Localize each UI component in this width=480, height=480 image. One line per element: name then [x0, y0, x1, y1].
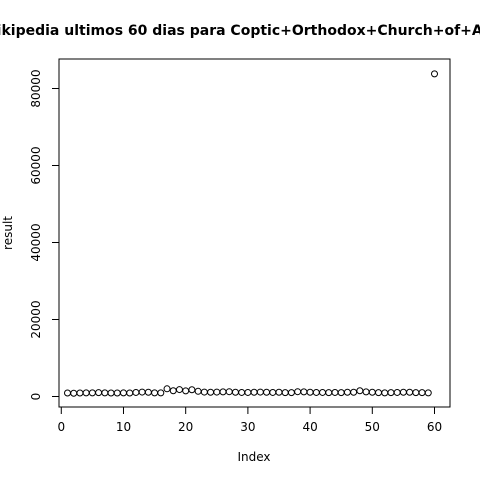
- y-axis-label: result: [1, 216, 15, 250]
- data-point: [157, 389, 165, 397]
- y-tick-label: 0: [29, 393, 43, 401]
- data-point: [431, 70, 438, 78]
- data-point: [76, 389, 84, 397]
- x-tick-label: 50: [365, 420, 380, 434]
- data-point: [375, 389, 383, 397]
- data-point: [275, 388, 283, 396]
- data-point: [381, 389, 389, 397]
- data-point: [263, 388, 271, 396]
- data-point: [256, 388, 264, 396]
- data-points: [64, 70, 438, 397]
- data-point: [132, 388, 140, 396]
- chart-title: Visitas Wikipedia ultimos 60 dias para C…: [0, 23, 480, 39]
- data-point: [337, 389, 345, 397]
- data-point: [126, 389, 134, 397]
- data-point: [169, 387, 177, 395]
- data-point: [194, 387, 202, 395]
- data-point: [362, 388, 370, 396]
- data-point: [356, 387, 364, 395]
- data-point: [225, 388, 233, 396]
- data-point: [213, 388, 221, 396]
- data-point: [300, 388, 308, 396]
- y-tick-label: 60000: [29, 146, 43, 184]
- data-point: [231, 388, 239, 396]
- data-point: [350, 388, 358, 396]
- data-point: [325, 389, 333, 397]
- data-point: [343, 388, 351, 396]
- data-point: [424, 389, 432, 397]
- data-point: [399, 388, 407, 396]
- data-point: [113, 389, 121, 397]
- data-point: [207, 388, 215, 396]
- y-axis: 0 20000 40000 60000 80000: [29, 69, 60, 401]
- x-axis: 0 10 20 30 40 50 60: [57, 406, 442, 434]
- x-tick-label: 60: [427, 420, 442, 434]
- y-tick-label: 80000: [29, 69, 43, 107]
- data-point: [64, 389, 71, 397]
- plot-frame: [58, 58, 451, 408]
- data-point: [319, 388, 327, 396]
- data-point: [138, 388, 146, 396]
- data-point: [70, 389, 78, 397]
- data-point: [88, 389, 96, 397]
- x-tick-label: 30: [240, 420, 255, 434]
- data-point: [393, 388, 401, 396]
- y-tick-label: 20000: [29, 300, 43, 338]
- y-tick-label: 40000: [29, 223, 43, 261]
- data-point: [312, 388, 320, 396]
- data-point: [175, 386, 183, 394]
- data-point: [412, 389, 420, 397]
- data-point: [119, 389, 127, 397]
- data-point: [151, 389, 159, 397]
- data-point: [269, 388, 277, 396]
- data-point: [238, 388, 246, 396]
- data-point: [418, 389, 426, 397]
- data-point: [144, 388, 152, 396]
- data-point: [107, 389, 115, 397]
- data-point: [306, 388, 314, 396]
- data-point: [182, 387, 190, 395]
- data-point: [368, 388, 376, 396]
- x-tick-label: 40: [302, 420, 317, 434]
- data-point: [331, 388, 339, 396]
- x-tick-label: 0: [57, 420, 65, 434]
- data-point: [219, 388, 227, 396]
- data-point: [294, 388, 302, 396]
- data-point: [95, 389, 103, 397]
- data-point: [101, 389, 109, 397]
- data-point: [244, 388, 252, 396]
- data-point: [387, 389, 395, 397]
- data-point: [200, 388, 208, 396]
- data-point: [163, 385, 171, 393]
- x-axis-label: Index: [237, 450, 270, 464]
- data-point: [188, 386, 196, 394]
- data-point: [287, 389, 295, 397]
- data-point: [406, 388, 414, 396]
- data-point: [281, 389, 289, 397]
- data-point: [82, 389, 90, 397]
- x-tick-label: 20: [178, 420, 193, 434]
- x-tick-label: 10: [116, 420, 131, 434]
- data-point: [250, 388, 258, 396]
